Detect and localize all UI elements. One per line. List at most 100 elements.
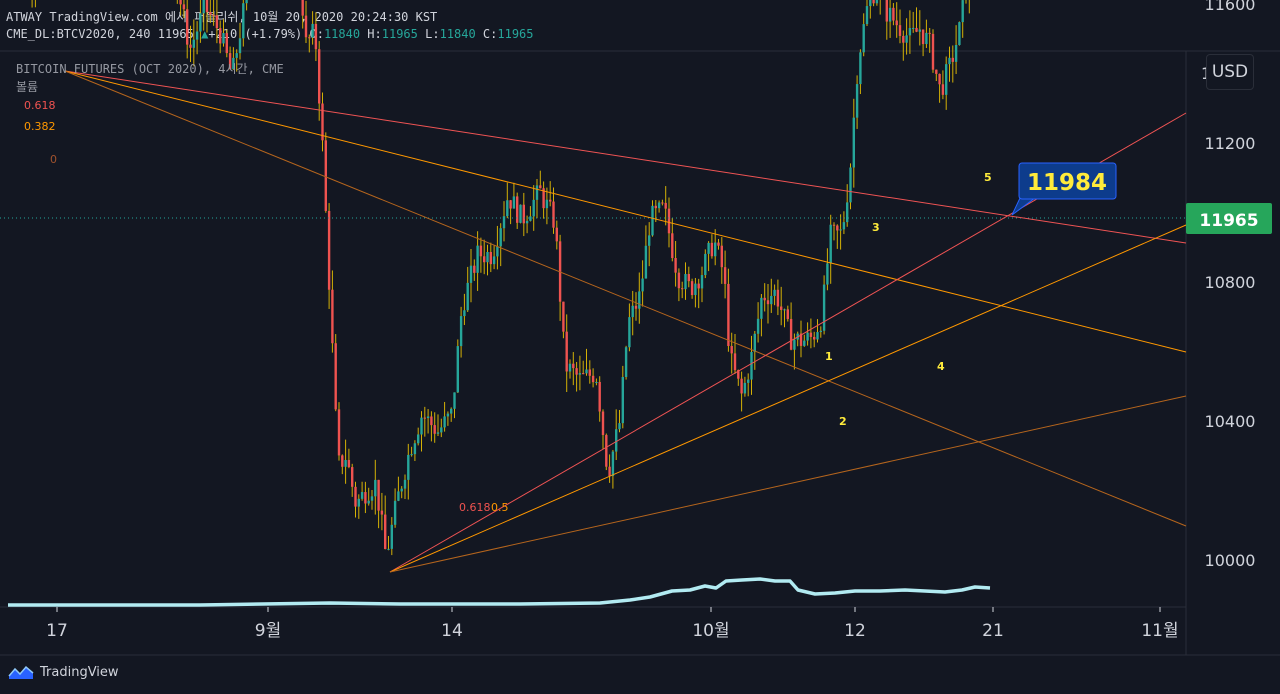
candle-body: [341, 455, 344, 467]
candle-body: [862, 24, 865, 53]
low-label: L:: [425, 27, 440, 41]
candle-body: [885, 0, 888, 22]
tradingview-logo-icon: [8, 665, 34, 679]
current-price-tag: 11965: [1186, 203, 1272, 234]
candle-body: [430, 416, 433, 426]
candle-body: [690, 281, 694, 296]
candle-body: [506, 200, 509, 217]
candle-body: [440, 427, 443, 433]
candle-body: [915, 27, 918, 32]
candle-body: [403, 479, 407, 489]
candle-body: [209, 12, 212, 15]
candle-body: [951, 57, 954, 62]
candle-body: [552, 201, 555, 228]
candle-body: [941, 84, 945, 95]
x-tick-label: 12: [844, 621, 866, 641]
candle-body: [816, 332, 819, 340]
candle-body: [717, 242, 720, 246]
candle-body: [417, 434, 420, 444]
candle-body: [585, 369, 588, 374]
close-label: C:: [482, 27, 498, 41]
wave-label-5: 5: [984, 171, 992, 184]
publish-info: ATWAY TradingView.com 에서 퍼블리쉬, 10월 20, 2…: [6, 10, 438, 24]
candle-body: [539, 185, 542, 189]
candle-body: [819, 330, 822, 333]
candle-body: [479, 245, 483, 257]
candle-body: [743, 382, 747, 394]
candle-body: [331, 289, 334, 344]
symbol-label[interactable]: CME_DL:BTCV2020, 240: [6, 27, 151, 41]
candle-body: [496, 246, 499, 257]
fib-label-top-0382: 0.382: [24, 120, 56, 133]
candle-body: [572, 363, 575, 369]
candle-body: [459, 316, 463, 347]
candle-body: [846, 202, 849, 223]
candle-body: [925, 32, 928, 45]
candle-body: [377, 479, 380, 511]
candle-body: [443, 416, 446, 428]
y-tick-label: 11200: [1205, 134, 1256, 153]
last-price: 11965: [157, 27, 194, 41]
candle-body: [591, 375, 595, 383]
candle-body: [549, 199, 552, 202]
candle-body: [473, 265, 476, 273]
change-arrow-icon: ▲: [201, 27, 209, 41]
candle-body: [852, 117, 855, 168]
candle-body: [681, 288, 684, 290]
tradingview-logo[interactable]: TradingView: [8, 664, 119, 680]
candle-body: [413, 443, 417, 455]
candle-body: [727, 283, 730, 346]
candle-body: [654, 205, 657, 209]
candle-body: [565, 331, 568, 372]
candle-body: [179, 0, 182, 5]
candle-body: [182, 4, 186, 10]
candle-body: [773, 289, 776, 296]
legend-volume: 볼륨: [16, 80, 38, 94]
candle-body: [410, 454, 413, 456]
candle-body: [621, 376, 624, 424]
candle-body: [849, 167, 852, 203]
fan-line-brown-up: [389, 395, 1187, 573]
candle-body: [611, 451, 615, 477]
candle-body: [222, 33, 225, 44]
target-callout[interactable]: 11984: [1011, 162, 1117, 216]
volume-line: [8, 577, 991, 607]
high-value: 11965: [381, 27, 418, 41]
candle-body: [954, 45, 958, 62]
candle-body: [483, 256, 486, 263]
candle-body: [318, 49, 321, 104]
currency-button[interactable]: USD: [1206, 54, 1254, 90]
candle-body: [826, 263, 829, 285]
candle-body: [938, 73, 941, 85]
candle-body: [803, 340, 806, 346]
candle-body: [684, 273, 687, 290]
candle-body: [651, 205, 654, 236]
change-value: +210 (+1.79%): [208, 27, 303, 41]
legend-title: BITCOIN FUTURES (OCT 2020), 4시간, CME: [16, 62, 284, 76]
candle-body: [753, 333, 756, 352]
fan-line-orange-up: [389, 224, 1187, 573]
candle-body: [750, 351, 753, 380]
candle-body: [875, 0, 879, 4]
price-axis[interactable]: 1000010400108001120011600124001: [1201, 0, 1255, 570]
candle-body: [829, 224, 832, 264]
candle-body: [961, 0, 964, 23]
candle-body: [400, 488, 403, 492]
fib-label-top-0618: 0.618: [24, 99, 56, 112]
candle-body: [522, 204, 525, 224]
candle-body: [855, 84, 859, 118]
candle-body: [624, 347, 628, 377]
candle-body: [324, 140, 327, 211]
candle-body: [700, 275, 704, 289]
candle-body: [608, 466, 611, 477]
candle-body: [456, 346, 459, 393]
y-tick-label: 10400: [1205, 412, 1256, 431]
time-axis[interactable]: 17 9월 14 10월 12 21 11월: [46, 607, 1179, 641]
candle-body: [697, 283, 700, 289]
x-tick-label: 10월: [692, 621, 729, 641]
candle-body: [664, 202, 667, 209]
candle-body: [238, 38, 242, 54]
candle-body: [492, 256, 496, 265]
